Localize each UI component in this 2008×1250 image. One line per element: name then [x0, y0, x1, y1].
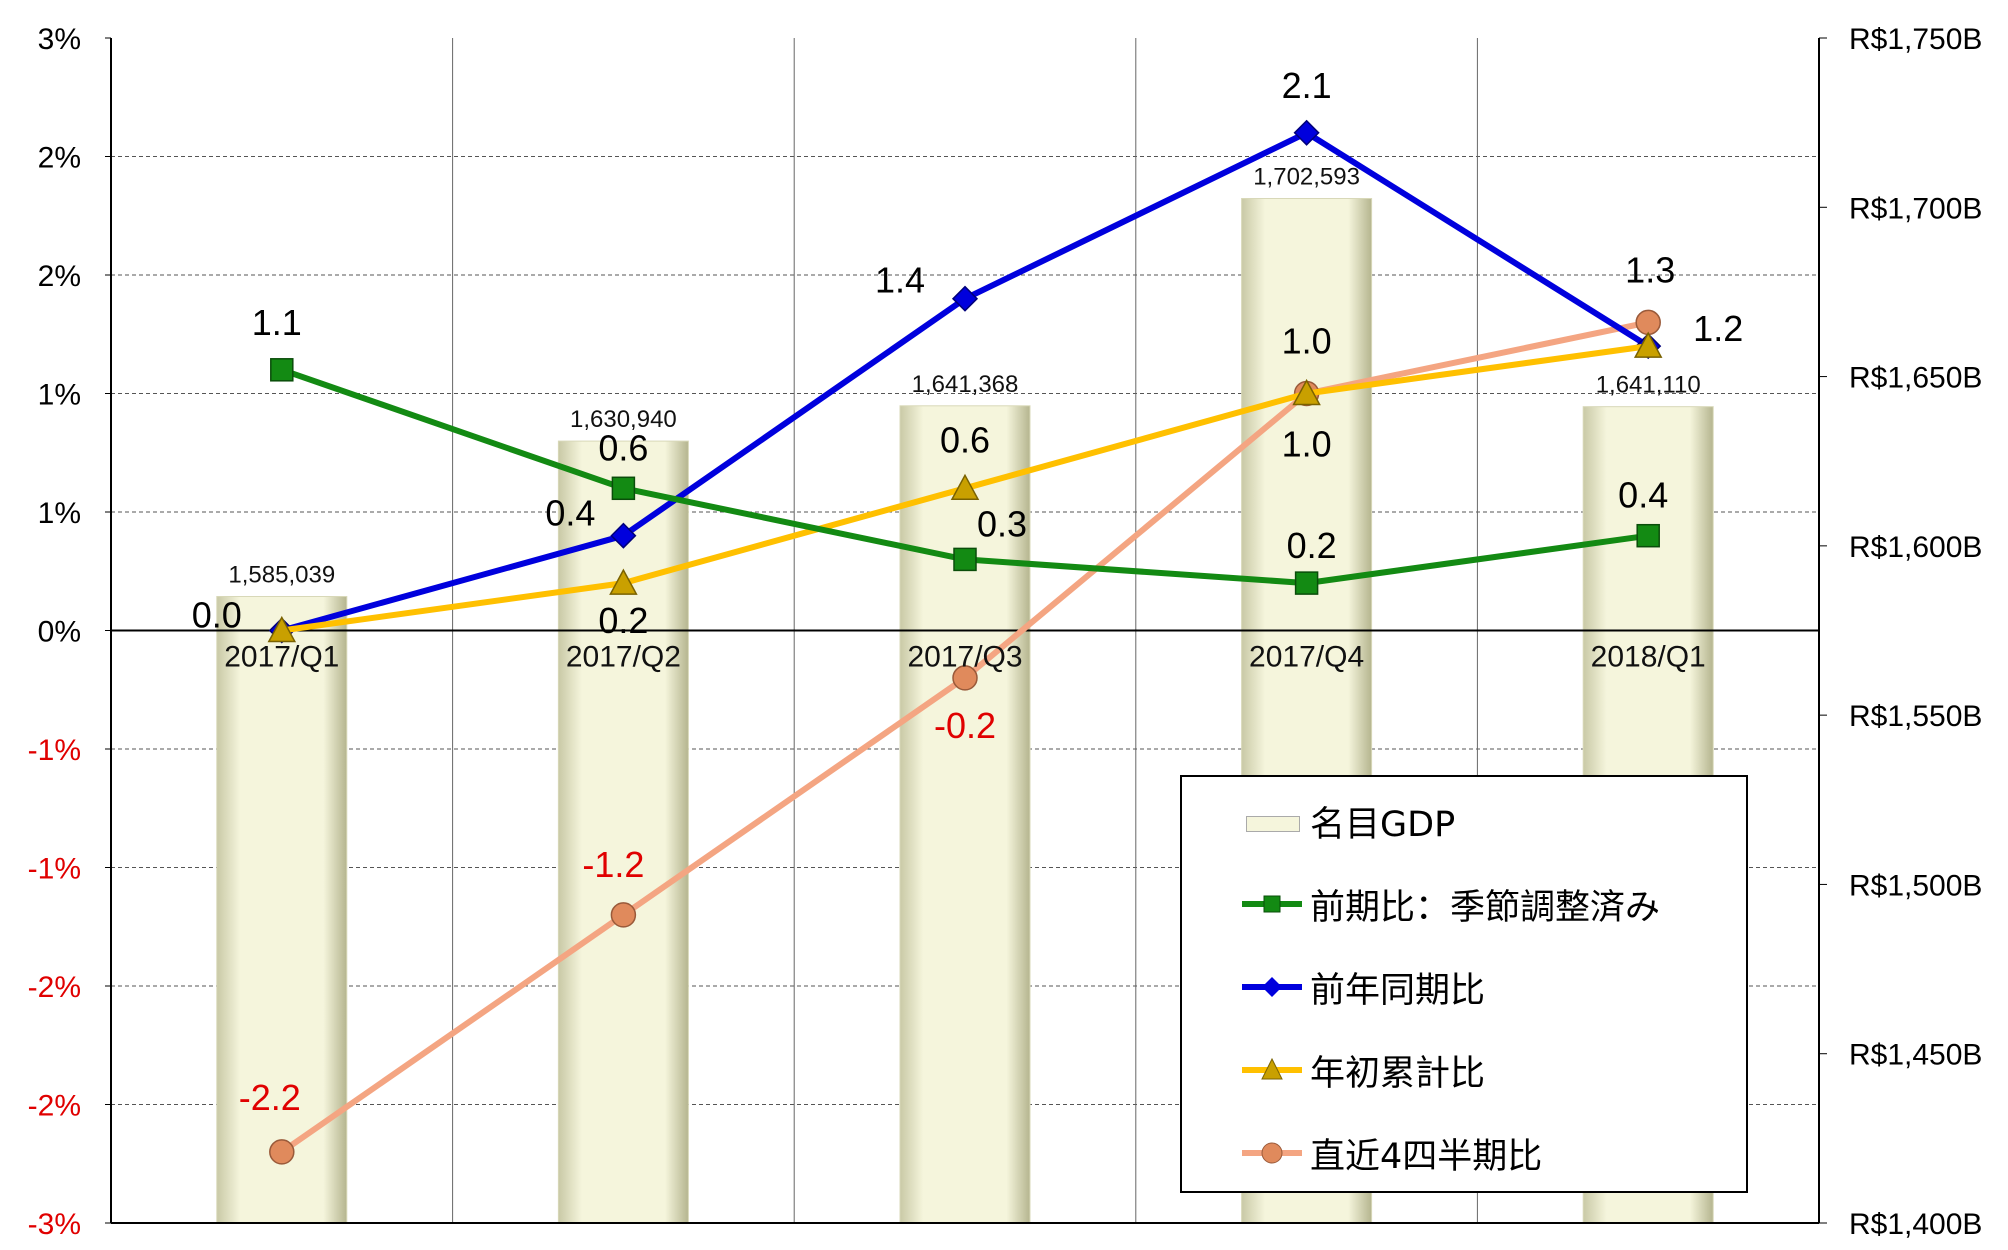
data-label: 0.0 — [192, 595, 242, 636]
marker-circle — [952, 665, 978, 691]
data-label: -0.2 — [934, 705, 996, 746]
data-label: 1.2 — [1693, 308, 1743, 349]
data-label: -1.2 — [582, 844, 644, 885]
right-tick-label: R$1,450B — [1849, 1039, 1982, 1072]
category-label: 2018/Q1 — [1591, 641, 1706, 674]
category-label: 2017/Q3 — [907, 641, 1022, 674]
data-label: 0.6 — [940, 419, 990, 460]
data-label: 0.3 — [977, 503, 1027, 544]
legend-label: 直近4四半期比 — [1310, 1136, 1543, 1177]
data-label: 0.6 — [598, 427, 648, 468]
legend-line-swatch — [1242, 972, 1302, 1002]
axis-layer: 3% 2% 2% 1% 1% 0% -1% -1% -2% -2% -3% R$1,750B R$1,7… — [28, 23, 1983, 1241]
right-tick-label: R$1,750B — [1849, 23, 1982, 56]
left-tick-label: -1% — [28, 853, 81, 886]
bar-value-label: 1,630,940 — [570, 406, 677, 433]
legend-item-ytd: 年初累計比 — [1242, 1040, 1485, 1100]
data-label: 1.3 — [1625, 249, 1675, 290]
right-tick-label: R$1,600B — [1849, 531, 1982, 564]
left-tick-label: -2% — [28, 971, 81, 1004]
legend-item-nominal-gdp: 名目GDP — [1242, 791, 1455, 851]
left-tick-label: -1% — [28, 734, 81, 767]
bar-value-label: 1,702,593 — [1253, 164, 1360, 191]
category-label: 2017/Q2 — [566, 641, 681, 674]
marker-square — [270, 358, 294, 382]
right-tick-label: R$1,650B — [1849, 362, 1982, 395]
marker-circle — [610, 902, 637, 928]
bar-value-label: 1,641,368 — [912, 371, 1019, 398]
marker-triangle — [609, 568, 638, 595]
bar-value-label: 1,585,039 — [228, 562, 335, 589]
legend-item-qoq: 前期比：季節調整済み — [1242, 874, 1660, 934]
marker-circle — [1635, 309, 1661, 336]
data-label: 1.0 — [1282, 424, 1332, 465]
legend-line-swatch — [1242, 1138, 1302, 1168]
legend-line-swatch — [1242, 1055, 1302, 1085]
marker-diamond — [951, 285, 979, 312]
marker-triangle — [1292, 378, 1321, 406]
marker-diamond — [610, 522, 637, 549]
left-tick-label: 2% — [38, 260, 81, 293]
legend-item-4q: 直近4四半期比 — [1242, 1123, 1542, 1183]
marker-square — [953, 547, 977, 572]
marker-triangle — [1633, 331, 1663, 358]
legend-label: 前期比：季節調整済み — [1310, 887, 1661, 928]
bar-nominal-gdp — [216, 596, 348, 1224]
left-tick-label: -3% — [28, 1208, 81, 1241]
data-label: 2.1 — [1282, 65, 1332, 106]
left-tick-label: 0% — [38, 616, 81, 649]
data-label: 0.4 — [1618, 475, 1668, 516]
data-label: 0.4 — [545, 493, 595, 534]
line-layer — [267, 119, 1663, 1165]
right-tick-label: R$1,400B — [1849, 1208, 1982, 1241]
legend: 名目GDP 前期比：季節調整済み 前年同期比 年初累計比 — [1180, 775, 1748, 1193]
legend-label: 年初累計比 — [1310, 1053, 1486, 1094]
legend-line-swatch — [1242, 889, 1302, 919]
legend-label: 前年同期比 — [1310, 970, 1486, 1011]
marker-triangle — [950, 473, 980, 501]
category-label: 2017/Q4 — [1249, 641, 1364, 674]
data-label: 0.2 — [1287, 525, 1337, 566]
legend-label: 名目GDP — [1310, 804, 1456, 845]
marker-square — [1636, 523, 1660, 548]
category-label: 2017/Q1 — [224, 641, 339, 674]
right-tick-label: R$1,500B — [1849, 869, 1982, 902]
label-layer: 1,585,039 1,630,940 1,641,368 1,702,593 1,64… — [192, 65, 1743, 1118]
right-tick-label: R$1,700B — [1849, 192, 1982, 225]
legend-item-yoy: 前年同期比 — [1242, 957, 1485, 1017]
marker-circle — [269, 1139, 295, 1165]
marker-triangle — [267, 615, 297, 643]
left-tick-label: 2% — [38, 142, 81, 175]
legend-bar-swatch — [1242, 806, 1302, 836]
left-tick-label: -2% — [28, 1090, 81, 1123]
marker-diamond — [1293, 119, 1320, 146]
bar-nominal-gdp — [557, 440, 689, 1224]
data-label: 1.1 — [252, 302, 302, 343]
left-tick-label: 1% — [38, 379, 81, 412]
marker-square — [1294, 571, 1319, 595]
left-tick-label: 3% — [38, 23, 81, 56]
data-label: -2.2 — [239, 1077, 301, 1118]
data-label: 1.0 — [1282, 321, 1332, 362]
left-tick-label: 1% — [38, 497, 81, 530]
bar-value-label: 1,641,110 — [1596, 372, 1701, 399]
data-label: 0.2 — [598, 600, 648, 641]
data-label: 1.4 — [875, 260, 925, 301]
right-tick-label: R$1,550B — [1849, 700, 1982, 733]
marker-square — [611, 476, 636, 501]
